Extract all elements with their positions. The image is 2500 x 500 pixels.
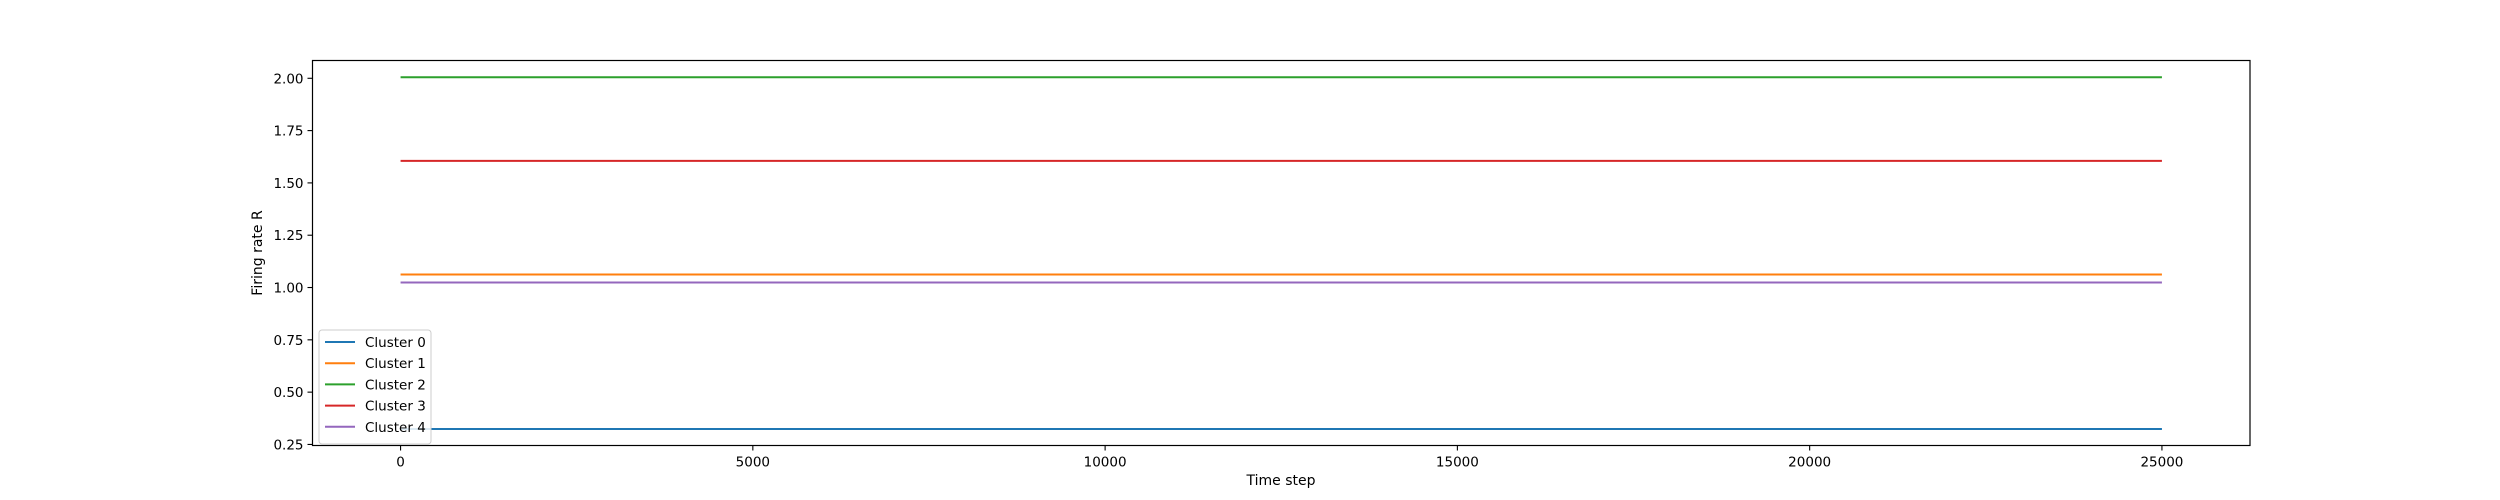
legend-label-cluster-2: Cluster 2 (365, 377, 426, 393)
x-tick-label: 15000 (1436, 455, 1479, 471)
x-tick-label: 10000 (1084, 455, 1127, 471)
y-axis-label: Firing rate R (250, 210, 266, 296)
legend-label-cluster-0: Cluster 0 (365, 335, 426, 351)
series-layer (400, 76, 2162, 430)
x-tick-label: 20000 (1788, 455, 1831, 471)
x-axis-label: Time step (1246, 473, 1316, 489)
y-tick-label: 1.75 (273, 124, 303, 140)
y-tick-label: 1.25 (273, 228, 303, 244)
legend-label-cluster-1: Cluster 1 (365, 356, 426, 372)
x-tick-label: 5000 (736, 455, 770, 471)
y-tick-label: 2.00 (273, 71, 303, 87)
x-tick-label: 0 (396, 455, 405, 471)
plot-area-frame (311, 59, 2251, 447)
legend-label-cluster-3: Cluster 3 (365, 399, 426, 415)
y-tick-label: 1.00 (273, 281, 303, 297)
legend: Cluster 0 Cluster 1 Cluster 2 Cluster 3 Clus… (318, 329, 432, 445)
y-tick-label: 0.25 (273, 437, 303, 453)
legend-label-cluster-4: Cluster 4 (365, 420, 426, 436)
x-tick-label: 25000 (2140, 455, 2183, 471)
y-tick-label: 0.50 (273, 385, 303, 401)
legend-box (318, 329, 432, 445)
y-tick-label: 1.50 (273, 176, 303, 192)
y-tick-label: 0.75 (273, 333, 303, 349)
axes-layer: 0 5000 10000 15000 20000 25000 0.25 0.50 0.75 1.0… (273, 71, 2183, 470)
